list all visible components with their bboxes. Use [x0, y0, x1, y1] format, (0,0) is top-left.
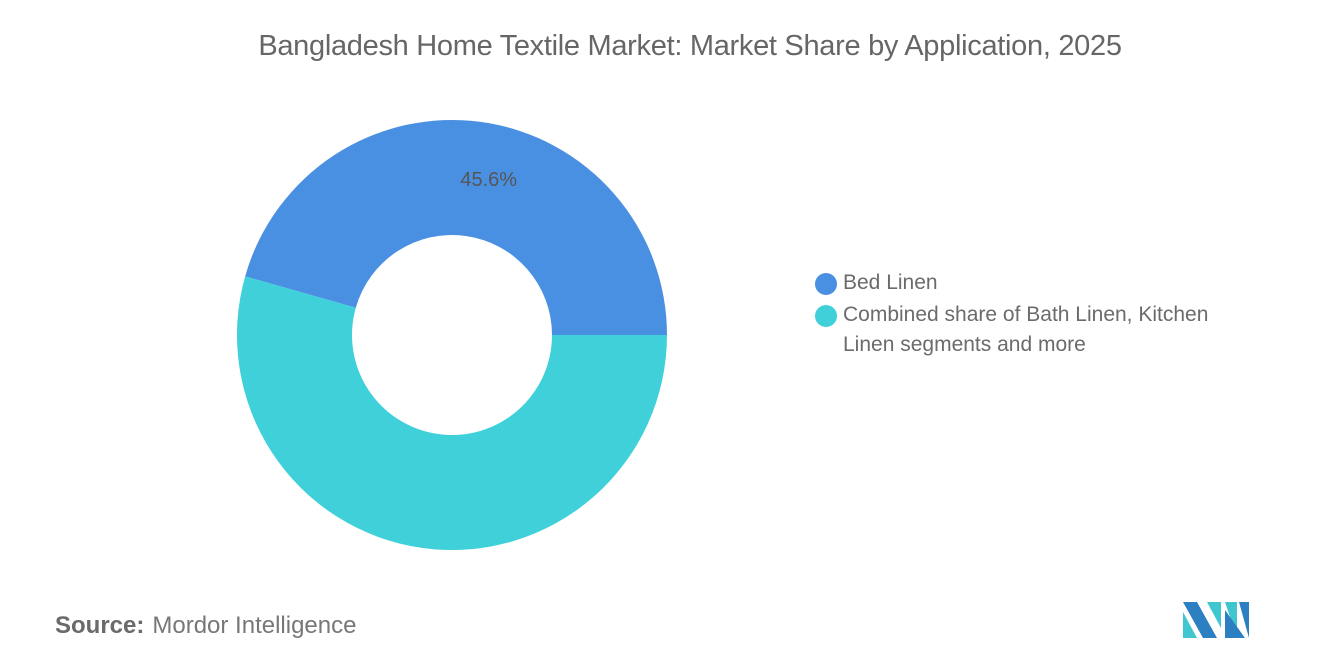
donut-slice-2 — [236, 276, 667, 550]
legend-swatch — [815, 305, 837, 327]
donut-chart: 45.6% — [236, 119, 667, 550]
chart-title: Bangladesh Home Textile Market: Market S… — [258, 30, 1122, 62]
legend-label: Bed Linen — [843, 271, 938, 294]
legend-label: Combined share of Bath Linen, Kitchen Li… — [843, 303, 1209, 356]
legend-item-combined: Combined share of Bath Linen, Kitchen Li… — [815, 303, 1245, 360]
source: Source: Mordor Intelligence — [55, 612, 356, 640]
source-value: Mordor Intelligence — [152, 612, 357, 639]
donut-slice-1 — [245, 119, 667, 335]
legend-swatch — [815, 273, 837, 295]
legend: Bed Linen Combined share of Bath Linen, … — [815, 271, 1245, 366]
source-label: Source: — [55, 612, 145, 639]
data-label: 45.6% — [460, 169, 517, 191]
mordor-logo — [1183, 602, 1249, 638]
legend-item-bed-linen: Bed Linen — [815, 271, 1245, 298]
